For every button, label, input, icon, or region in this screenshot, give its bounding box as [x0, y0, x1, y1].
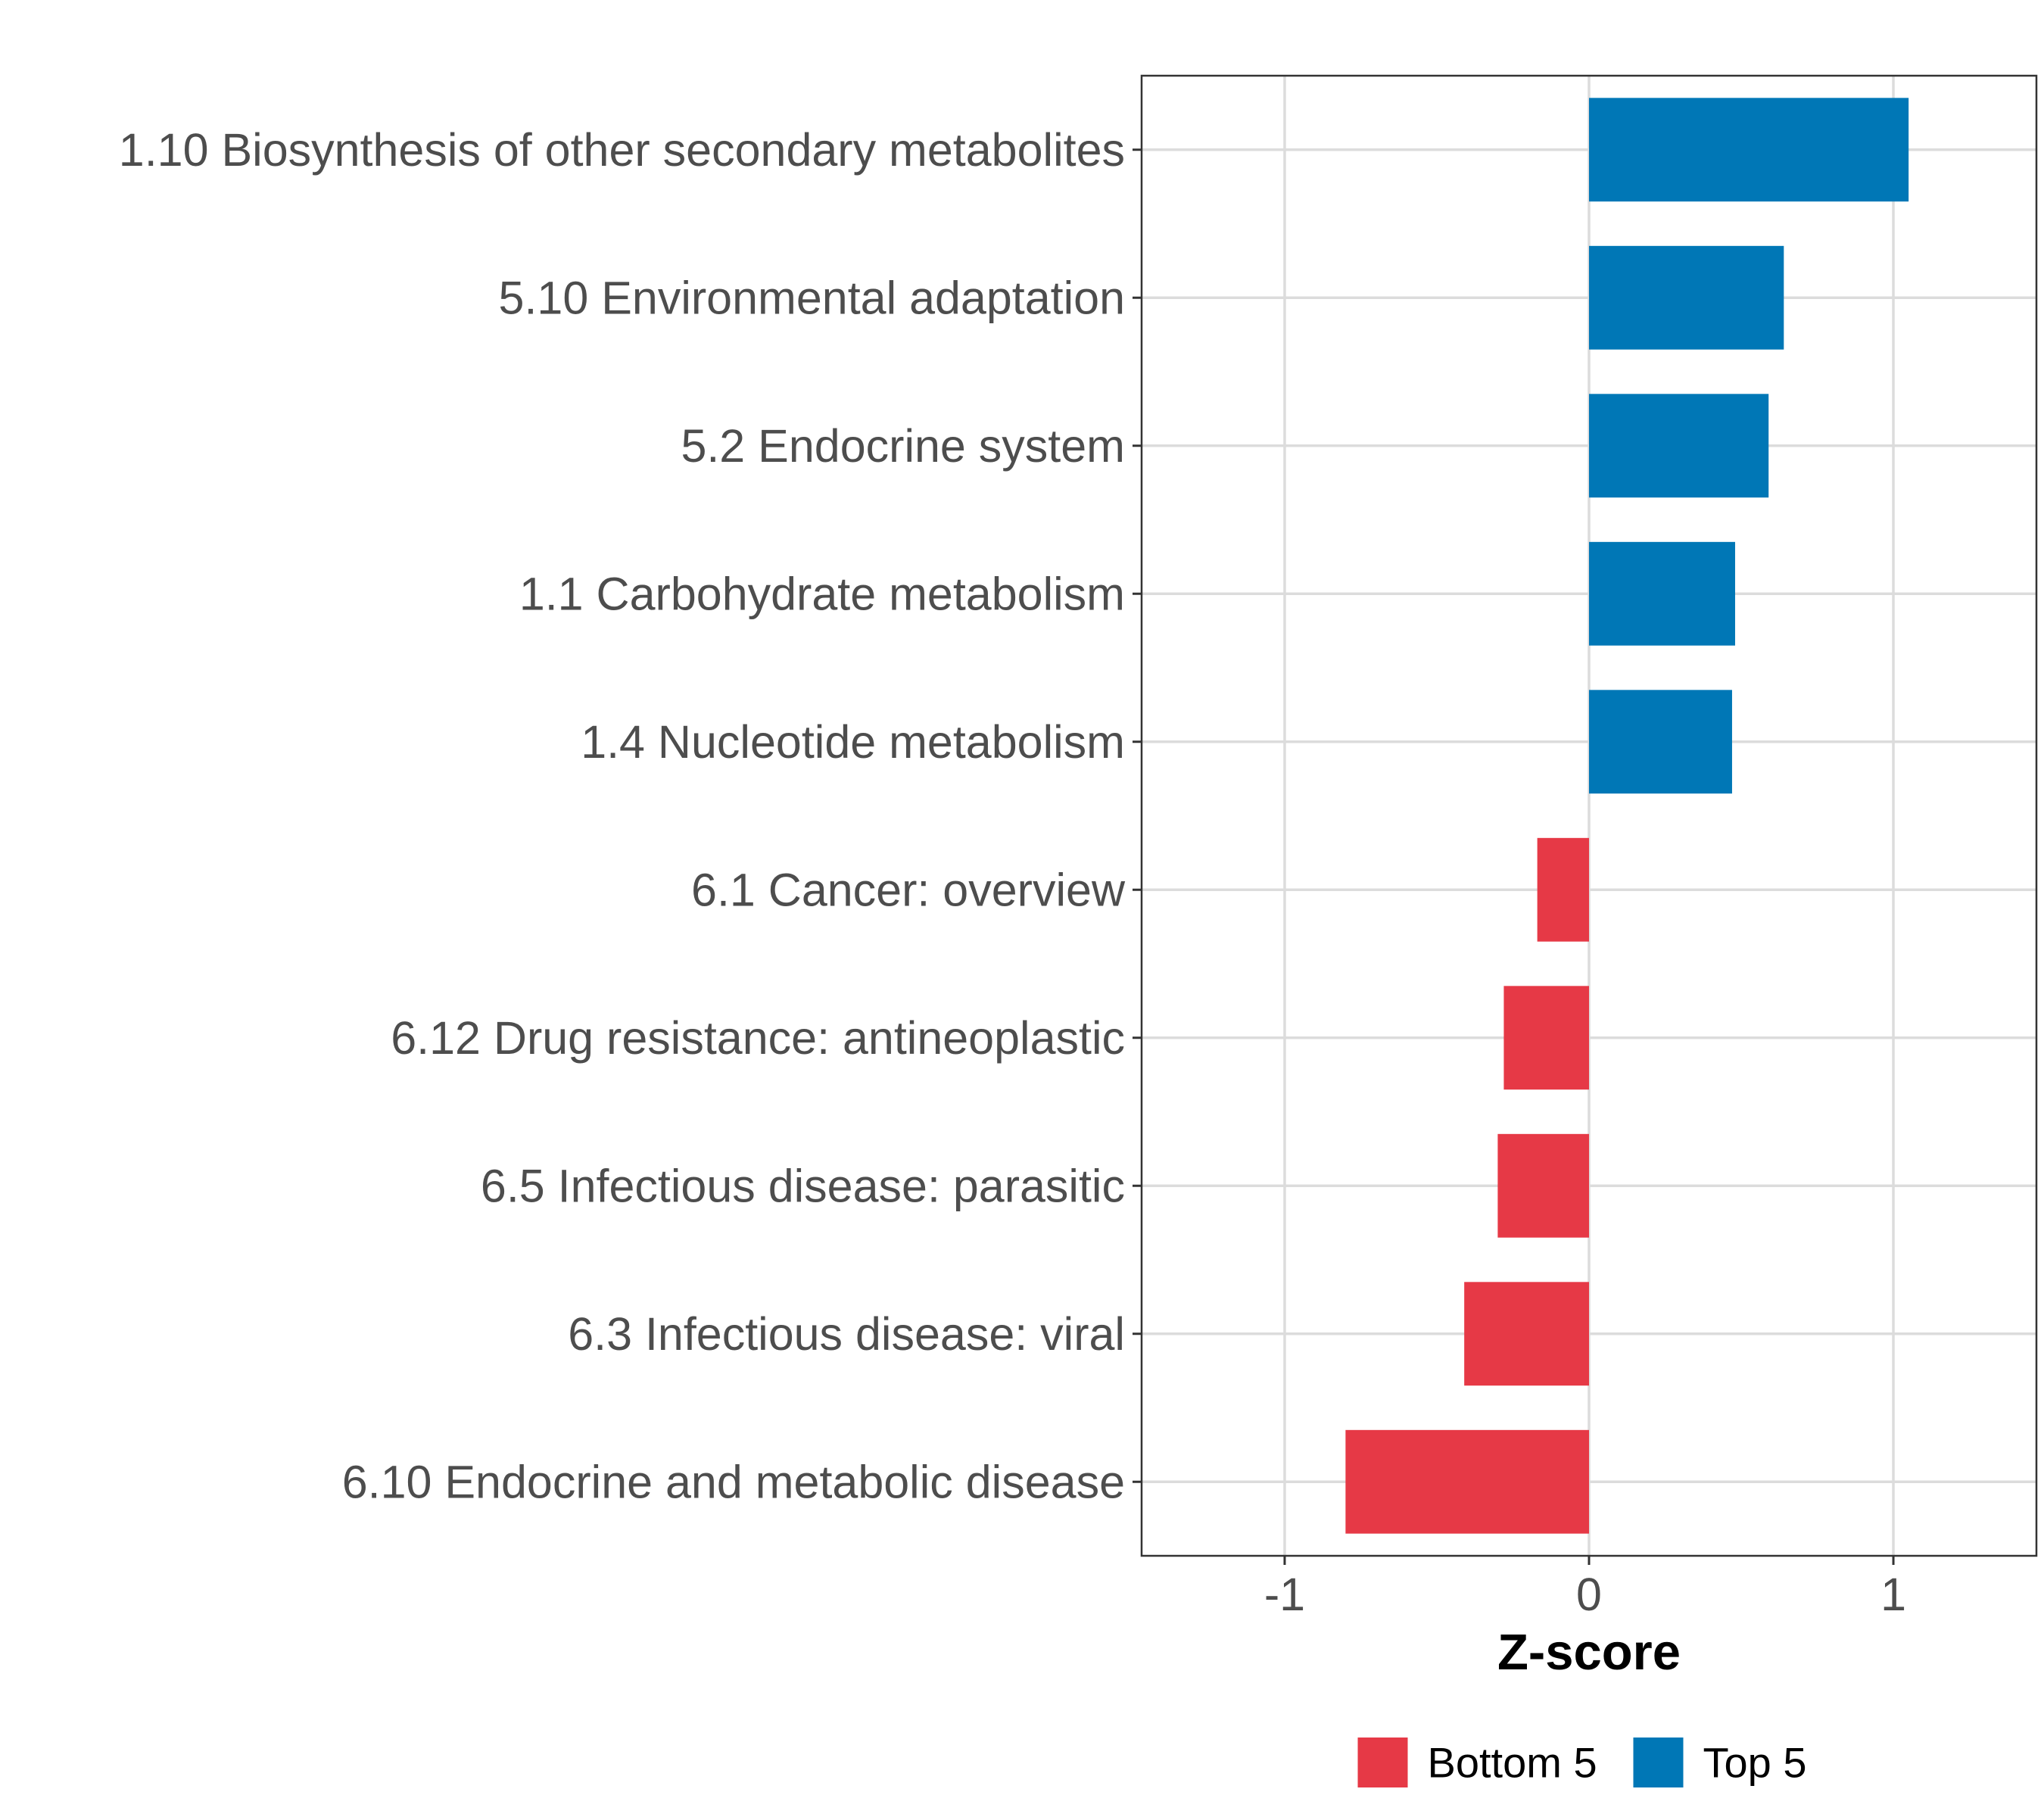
x-axis: -1 0 1: [1264, 1556, 1906, 1620]
y-tick-label: 5.10 Environmental adaptation: [499, 272, 1125, 323]
legend-label: Top 5: [1703, 1739, 1807, 1787]
y-tick-label: 6.3 Infectious disease: viral: [568, 1308, 1125, 1360]
y-tick-label: 6.5 Infectious disease: parasitic: [481, 1160, 1125, 1211]
bar: [1503, 986, 1589, 1090]
y-tick-label: 6.10 Endocrine and metabolic disease: [342, 1456, 1125, 1507]
y-tick-label: 1.10 Biosynthesis of other secondary met…: [119, 124, 1125, 176]
x-tick-label: -1: [1264, 1569, 1305, 1620]
bar: [1497, 1133, 1589, 1238]
x-tick-label: 1: [1880, 1569, 1906, 1620]
y-tick-label: 1.1 Carbohydrate metabolism: [519, 568, 1125, 619]
bar: [1589, 541, 1735, 646]
x-axis-title: Z-score: [1497, 1624, 1681, 1681]
bar: [1589, 690, 1732, 794]
bar: [1589, 98, 1909, 202]
legend-key-top-5: [1633, 1738, 1684, 1787]
legend-key-bottom-5: [1357, 1738, 1408, 1787]
bars: [1345, 98, 1909, 1534]
bar: [1464, 1282, 1589, 1386]
bar: [1589, 394, 1769, 498]
bar: [1589, 245, 1784, 350]
y-tick-label: 6.12 Drug resistance: antineoplastic: [391, 1012, 1125, 1064]
y-tick-label: 1.4 Nucleotide metabolism: [581, 716, 1125, 768]
bar: [1345, 1429, 1589, 1534]
y-tick-label: 5.2 Endocrine system: [681, 420, 1125, 472]
bar: [1537, 837, 1589, 942]
x-tick-label: 0: [1576, 1569, 1602, 1620]
y-tick-label: 6.1 Cancer: overview: [691, 864, 1126, 915]
legend-label: Bottom 5: [1428, 1739, 1597, 1787]
legend: Bottom 5 Top 5: [1357, 1738, 1807, 1787]
y-axis: 1.10 Biosynthesis of other secondary met…: [119, 124, 1142, 1507]
